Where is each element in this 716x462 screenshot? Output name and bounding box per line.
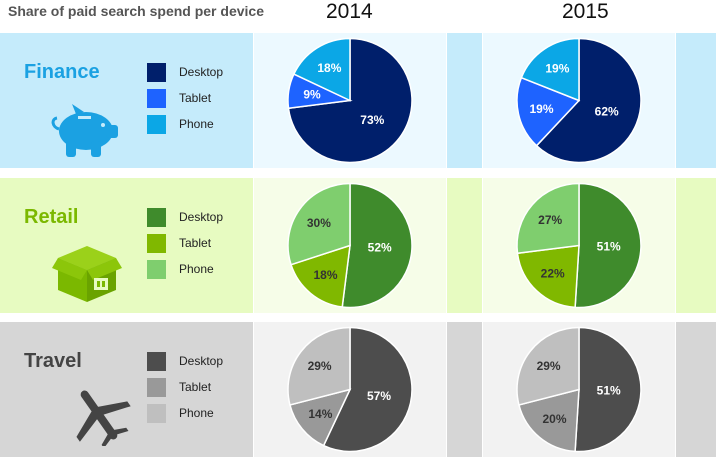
legend-label-desktop: Desktop (179, 65, 224, 79)
row-finance: 73% 9% 18% 62% 19% 19% Finance Desktop Table… (0, 33, 716, 168)
pie-label-phone: 18% (317, 61, 341, 75)
legend-swatch-phone (147, 404, 166, 423)
pie-slice-phone (292, 37, 351, 102)
pie-label-desktop: 51% (597, 383, 621, 397)
retail-2015-pie: 51% 22% 27% (516, 182, 642, 309)
row-retail: 52% 18% 30% 51% 22% 27% Retail Desktop Table… (0, 178, 716, 313)
legend-swatch-phone (147, 115, 166, 134)
pie-slice-phone (287, 182, 351, 266)
pie-slice-tablet (289, 388, 352, 447)
pie-slice-phone (516, 326, 580, 406)
retail-right-band (676, 178, 716, 313)
legend-swatch-tablet (147, 89, 166, 108)
finance-label-panel (0, 33, 253, 168)
pie-slice-phone (520, 37, 580, 102)
legend-label-tablet: Tablet (179, 380, 212, 394)
pie-label-tablet: 19% (529, 102, 553, 116)
airplane-icon (76, 390, 131, 446)
retail-gap-band (447, 178, 482, 313)
legend-label-desktop: Desktop (179, 210, 224, 224)
pie-slice-phone (516, 182, 580, 255)
pie-slice-desktop (574, 182, 642, 309)
finance-category-label: Finance (24, 61, 100, 83)
package-box-icon (52, 246, 122, 302)
pie-slice-desktop (574, 326, 642, 453)
pie-label-tablet: 18% (313, 268, 337, 282)
pie-label-tablet: 14% (308, 407, 332, 421)
chart-title: Share of paid search spend per device (8, 3, 264, 19)
pie-label-desktop: 62% (595, 105, 619, 119)
legend-swatch-desktop (147, 352, 166, 371)
travel-right-band (676, 322, 716, 457)
travel-category-label: Travel (24, 350, 82, 372)
row-travel: 57% 14% 29% 51% 20% 29% Travel Desktop Table… (0, 322, 716, 457)
retail-category-label: Retail (24, 206, 79, 228)
pie-label-tablet: 20% (542, 412, 566, 426)
pie-label-desktop: 52% (368, 240, 392, 254)
retail-2015-cell: 51% 22% 27% (483, 178, 675, 313)
pie-label-desktop: 57% (367, 389, 391, 403)
finance-2014-cell: 73% 9% 18% (254, 33, 446, 168)
year-header-2014: 2014 (326, 0, 373, 23)
legend-swatch-desktop (147, 208, 166, 227)
pie-label-desktop: 73% (360, 113, 384, 127)
legend-label-phone: Phone (179, 117, 214, 131)
finance-2014-pie: 73% 9% 18% (287, 37, 413, 164)
pie-slice-desktop (322, 326, 413, 453)
legend-swatch-tablet (147, 234, 166, 253)
travel-2014-cell: 57% 14% 29% (254, 322, 446, 457)
finance-2015-pie: 62% 19% 19% (516, 37, 642, 164)
travel-2014-pie: 57% 14% 29% (287, 326, 413, 453)
finance-2015-cell: 62% 19% 19% (483, 33, 675, 168)
legend-label-desktop: Desktop (179, 354, 224, 368)
piggy-bank-icon (51, 104, 118, 157)
pie-slice-desktop (535, 37, 642, 164)
retail-2014-cell: 52% 18% 30% (254, 178, 446, 313)
travel-2015-cell: 51% 20% 29% (483, 322, 675, 457)
travel-2015-pie: 51% 20% 29% (516, 326, 642, 453)
pie-label-phone: 30% (307, 216, 331, 230)
pie-slice-tablet (516, 244, 580, 309)
legend-swatch-desktop (147, 63, 166, 82)
pie-label-phone: 27% (538, 213, 562, 227)
finance-right-band (676, 33, 716, 168)
legend-swatch-phone (147, 260, 166, 279)
retail-label-panel (0, 178, 253, 313)
travel-label-panel (0, 322, 253, 457)
pie-label-phone: 29% (308, 359, 332, 373)
pie-label-phone: 29% (537, 359, 561, 373)
year-header-2015: 2015 (562, 0, 609, 23)
pie-label-tablet: 9% (303, 88, 321, 102)
pie-slice-desktop (341, 182, 413, 309)
pie-label-tablet: 22% (541, 267, 565, 281)
legend-swatch-tablet (147, 378, 166, 397)
retail-2014-pie: 52% 18% 30% (287, 182, 413, 309)
pie-label-phone: 19% (545, 62, 569, 76)
pie-label-desktop: 51% (597, 239, 621, 253)
finance-gap-band (447, 33, 482, 168)
legend-label-phone: Phone (179, 406, 214, 420)
legend-label-phone: Phone (179, 262, 214, 276)
travel-gap-band (447, 322, 482, 457)
legend-label-tablet: Tablet (179, 91, 212, 105)
pie-slice-phone (287, 326, 351, 406)
pie-slice-tablet (290, 244, 351, 308)
legend-label-tablet: Tablet (179, 236, 212, 250)
pie-slice-tablet (518, 388, 580, 453)
